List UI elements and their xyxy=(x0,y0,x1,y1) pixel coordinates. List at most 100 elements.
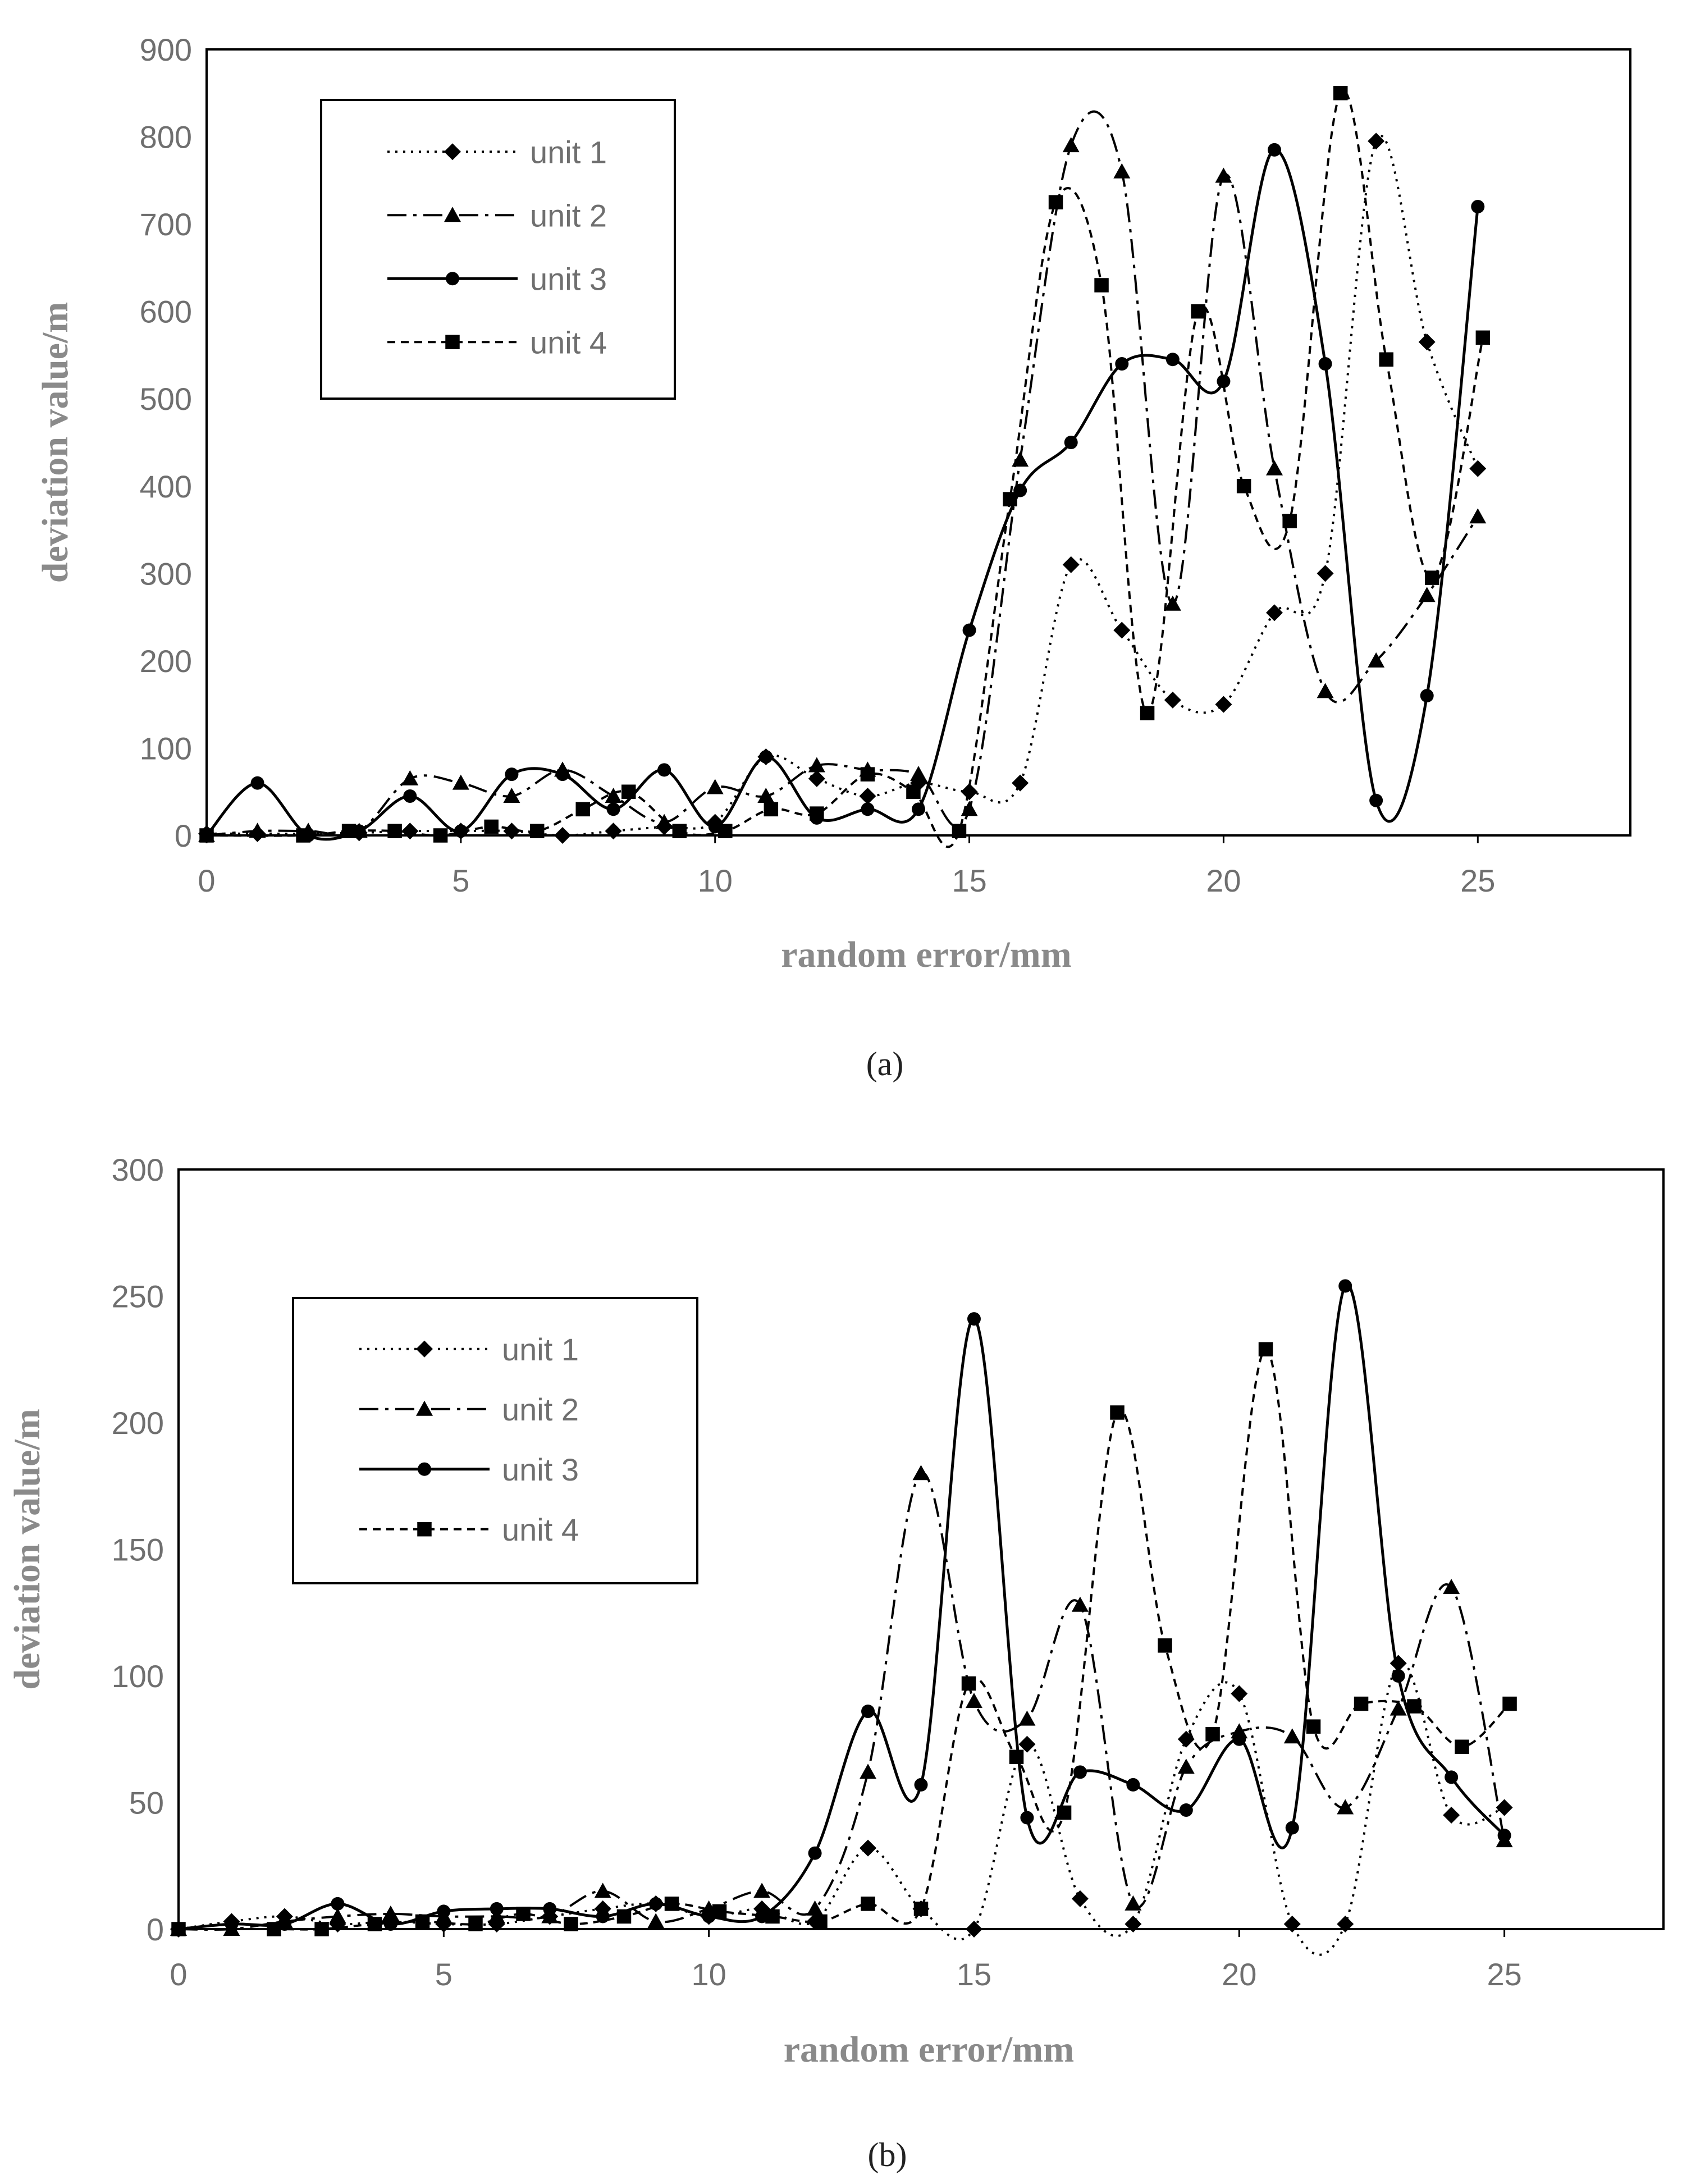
data-point xyxy=(712,1904,727,1919)
data-point xyxy=(965,1921,982,1938)
data-point xyxy=(765,1909,780,1924)
x-tick-label: 0 xyxy=(198,863,215,898)
data-point xyxy=(1496,1799,1513,1816)
legend-marker xyxy=(416,1340,433,1358)
y-tick-label: 900 xyxy=(140,32,192,67)
data-point xyxy=(225,1917,239,1931)
data-point xyxy=(1113,622,1131,639)
data-point xyxy=(1003,492,1017,506)
data-point xyxy=(706,779,724,794)
data-point xyxy=(1418,587,1436,602)
data-point xyxy=(910,766,927,782)
data-point xyxy=(1283,1728,1301,1744)
data-point xyxy=(1215,696,1232,713)
data-point xyxy=(367,1917,382,1931)
data-point xyxy=(1217,374,1231,389)
data-point xyxy=(860,1839,877,1857)
data-point xyxy=(913,1902,929,1916)
data-point xyxy=(961,1676,976,1691)
legend-label: unit 4 xyxy=(502,1512,579,1547)
data-point xyxy=(1110,1405,1125,1420)
data-point xyxy=(961,801,978,816)
data-point xyxy=(329,1908,346,1923)
data-point xyxy=(1368,132,1385,150)
legend-marker xyxy=(416,1400,433,1416)
data-point xyxy=(1283,1915,1301,1932)
x-tick-label: 25 xyxy=(1460,863,1495,898)
data-point xyxy=(1266,460,1283,476)
data-point xyxy=(564,1917,578,1931)
x-axis-label: random error/mm xyxy=(781,934,1071,975)
data-point xyxy=(452,774,469,790)
data-point xyxy=(961,783,978,801)
data-point xyxy=(503,788,520,803)
data-point xyxy=(575,802,590,817)
y-tick-label: 200 xyxy=(112,1405,164,1441)
data-point xyxy=(647,1913,665,1929)
data-point xyxy=(484,819,499,834)
legend-label: unit 4 xyxy=(530,325,607,360)
legend-marker xyxy=(444,143,461,161)
data-point xyxy=(490,1902,504,1916)
data-point xyxy=(702,1909,716,1923)
data-point xyxy=(1012,774,1029,792)
y-tick-label: 300 xyxy=(140,556,192,591)
data-point xyxy=(543,1902,557,1916)
data-point xyxy=(861,1705,875,1719)
data-point xyxy=(383,1917,397,1931)
data-point xyxy=(387,824,402,838)
y-tick-label: 100 xyxy=(112,1658,164,1694)
data-point xyxy=(1497,1829,1511,1843)
data-point xyxy=(1158,1638,1172,1653)
data-point xyxy=(764,802,779,817)
data-point xyxy=(1125,1895,1142,1911)
data-point xyxy=(1062,137,1080,153)
x-tick-label: 10 xyxy=(691,1957,726,1992)
data-point xyxy=(912,1465,930,1481)
data-point xyxy=(813,1914,828,1929)
data-point xyxy=(1073,1765,1087,1779)
y-tick-label: 800 xyxy=(140,120,192,155)
legend-marker xyxy=(444,207,461,222)
data-point xyxy=(594,1883,611,1898)
data-point xyxy=(664,1897,679,1911)
data-point xyxy=(1469,460,1487,477)
data-point xyxy=(267,1922,281,1936)
data-point xyxy=(1215,167,1232,183)
data-point xyxy=(554,827,571,844)
data-point xyxy=(1177,1730,1195,1748)
data-point xyxy=(1140,706,1155,720)
data-point xyxy=(1062,556,1080,573)
data-point xyxy=(1071,1890,1089,1907)
data-point xyxy=(755,1909,769,1923)
x-tick-label: 20 xyxy=(1206,863,1241,898)
data-point xyxy=(861,1897,875,1911)
data-point xyxy=(861,802,875,816)
y-tick-label: 150 xyxy=(112,1532,164,1568)
data-point xyxy=(503,823,520,840)
data-point xyxy=(1425,570,1439,585)
data-point xyxy=(1164,691,1181,709)
data-point xyxy=(1125,1915,1142,1932)
data-point xyxy=(516,1907,531,1921)
y-tick-label: 0 xyxy=(175,818,192,853)
data-point xyxy=(454,824,468,838)
data-point xyxy=(860,1763,877,1779)
x-tick-label: 20 xyxy=(1222,1957,1256,1992)
data-point xyxy=(1443,1579,1460,1594)
legend-label: unit 2 xyxy=(530,198,607,233)
data-point xyxy=(296,828,310,843)
legend-marker xyxy=(418,1462,431,1476)
data-point xyxy=(1471,200,1485,213)
data-point xyxy=(1407,1699,1422,1714)
y-tick-label: 300 xyxy=(112,1152,164,1187)
data-point xyxy=(468,1917,483,1931)
data-point xyxy=(1057,1805,1072,1820)
y-tick-label: 500 xyxy=(140,381,192,417)
data-point xyxy=(596,1909,610,1923)
data-point xyxy=(1418,333,1436,351)
y-tick-label: 700 xyxy=(140,207,192,242)
data-point xyxy=(1390,1700,1407,1716)
data-point xyxy=(1317,565,1334,582)
data-point xyxy=(341,824,356,838)
